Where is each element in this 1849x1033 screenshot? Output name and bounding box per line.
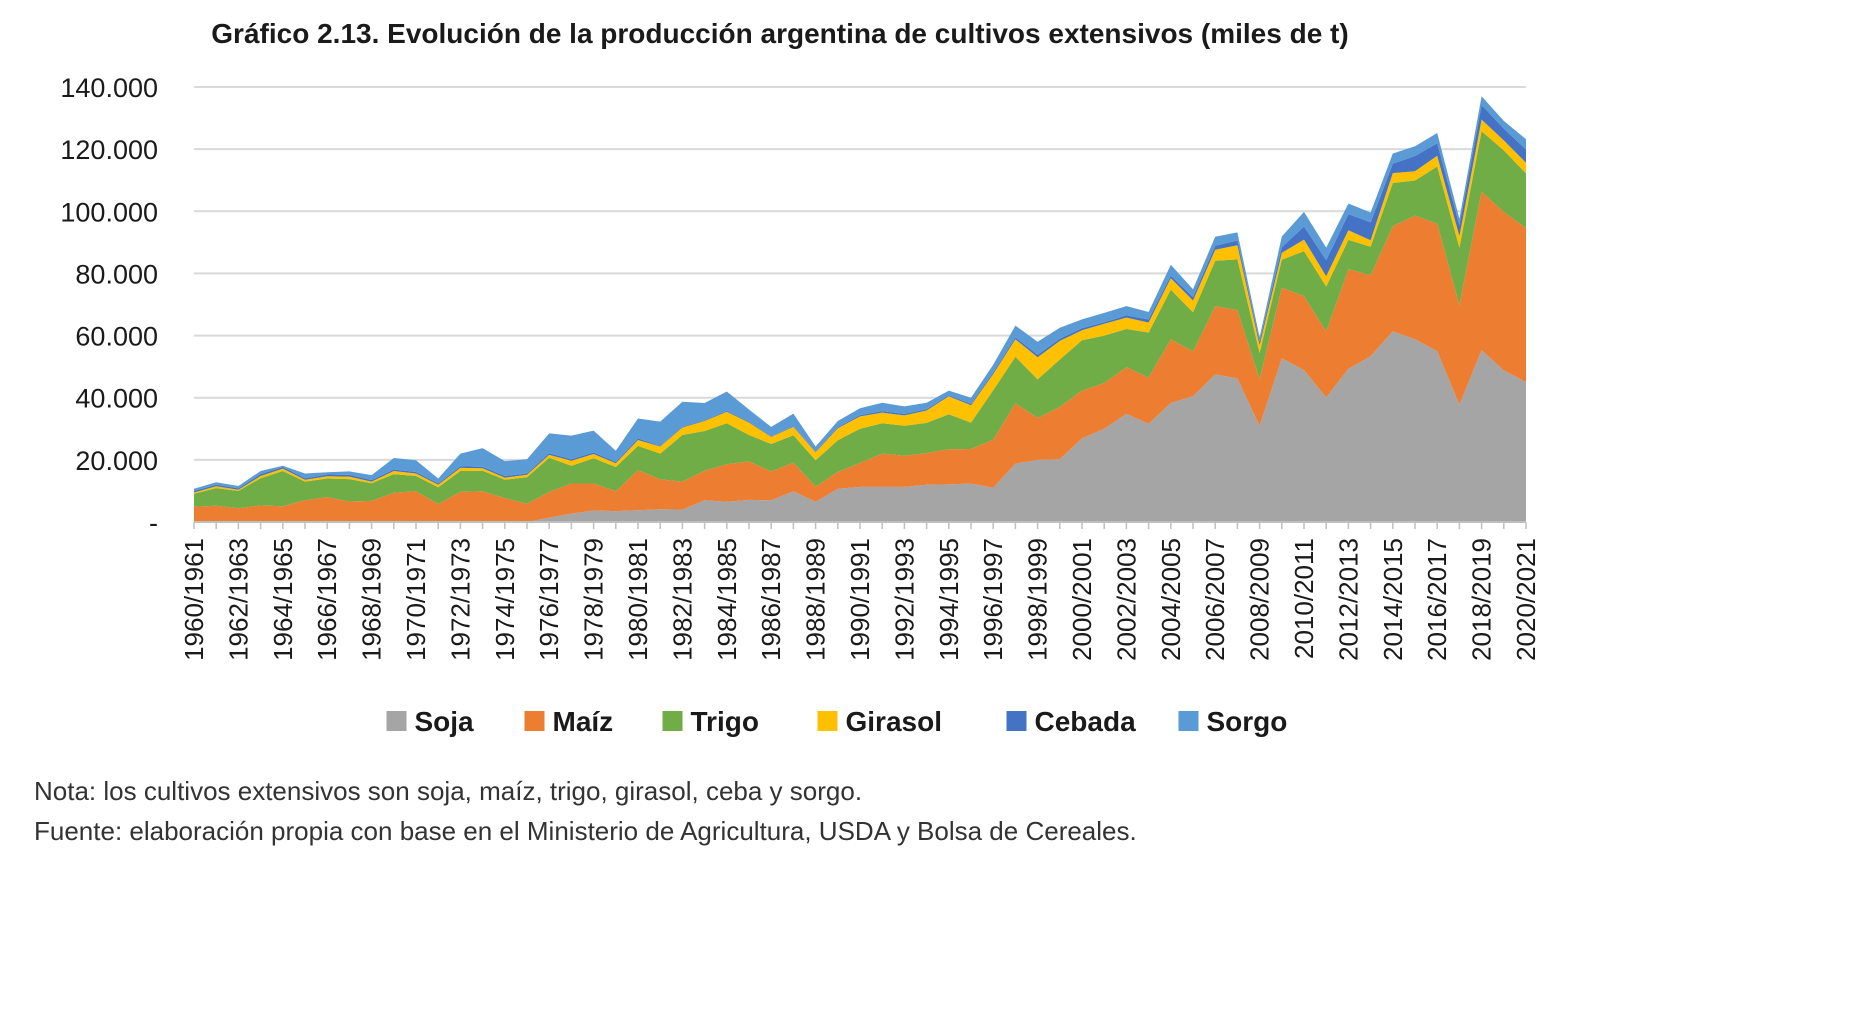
x-tick-label: 1970/1971	[401, 538, 431, 661]
x-tick-label: 2004/2005	[1156, 538, 1186, 661]
legend: Soja Maíz Trigo Girasol Cebada Sorgo	[386, 706, 1288, 737]
y-tick-label: 100.000	[60, 197, 158, 227]
y-tick-label: 20.000	[75, 446, 158, 476]
x-tick-label: 1986/1987	[756, 538, 786, 661]
legend-swatch	[524, 711, 545, 731]
x-tick-label: 1968/1969	[357, 538, 387, 661]
legend-swatch	[1178, 711, 1199, 731]
x-tick-label: 2016/2017	[1422, 538, 1452, 661]
legend-label: Maíz	[553, 706, 614, 737]
legend-swatch	[817, 711, 838, 731]
legend-label: Trigo	[691, 706, 759, 737]
x-tick-label: 1976/1977	[534, 538, 564, 661]
x-tick-label: 1982/1983	[667, 538, 697, 661]
x-tick-label: 1990/1991	[845, 538, 875, 661]
area-series	[194, 96, 1526, 522]
area-soja	[194, 331, 1526, 522]
x-tick-label: 1998/1999	[1023, 538, 1053, 661]
x-tick-label: 1980/1981	[623, 538, 653, 661]
x-tick-label: 1996/1997	[978, 538, 1008, 661]
y-tick-label: -	[149, 508, 158, 538]
chart-note: Nota: los cultivos extensivos son soja, …	[34, 776, 863, 806]
x-tick-label: 2012/2013	[1333, 538, 1363, 661]
x-tick-label: 2010/2011	[1289, 538, 1319, 659]
legend-swatch	[662, 711, 683, 731]
x-tick-label: 2018/2019	[1467, 538, 1497, 661]
x-tick-label: 1964/1965	[268, 538, 298, 661]
area-girasol	[194, 119, 1526, 494]
x-tick-label: 1960/1961	[179, 538, 209, 661]
x-tick-label: 1966/1967	[312, 538, 342, 661]
chart-source: Fuente: elaboración propia con base en e…	[34, 816, 1137, 846]
x-tick-label: 1992/1993	[889, 538, 919, 661]
y-tick-label: 40.000	[75, 384, 158, 414]
x-tick-label: 1972/1973	[445, 538, 475, 661]
area-sorgo	[194, 96, 1526, 491]
legend-swatch	[386, 711, 407, 731]
legend-label: Cebada	[1035, 706, 1137, 737]
y-tick-label: 120.000	[60, 135, 158, 165]
legend-swatch	[1006, 711, 1027, 731]
x-tick-label: 2020/2021	[1511, 538, 1541, 661]
x-tick-label: 1974/1975	[490, 538, 520, 661]
x-tick-label: 1962/1963	[223, 538, 253, 661]
legend-label: Sorgo	[1207, 706, 1288, 737]
x-tick-label: 2008/2009	[1245, 538, 1275, 661]
x-tick-label: 2006/2007	[1200, 538, 1230, 661]
x-tick-label: 1978/1979	[579, 538, 609, 661]
legend-label: Soja	[415, 706, 475, 737]
x-tick-label: 2014/2015	[1378, 538, 1408, 661]
axes: - 20.000 40.000 60.000 80.000 100.000 120.000 1…	[60, 73, 1541, 661]
x-tick-label: 1984/1985	[712, 538, 742, 661]
y-tick-label: 140.000	[60, 73, 158, 103]
chart-title: Gráfico 2.13. Evolución de la producción…	[211, 18, 1349, 49]
x-tick-label: 1994/1995	[934, 538, 964, 661]
x-tick-label: 1988/1989	[801, 538, 831, 661]
x-tick-label: 2002/2003	[1111, 538, 1141, 661]
legend-label: Girasol	[846, 706, 942, 737]
area-trigo	[194, 131, 1526, 509]
y-tick-label: 80.000	[75, 259, 158, 289]
y-tick-label: 60.000	[75, 322, 158, 352]
x-tick-label: 2000/2001	[1067, 538, 1097, 661]
gridlines	[194, 86, 1526, 461]
